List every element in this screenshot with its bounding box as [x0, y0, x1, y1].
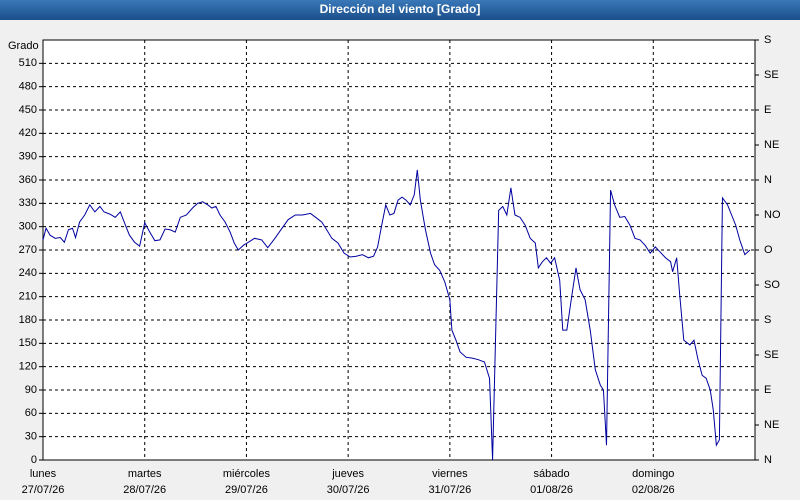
- y-tick-label: 420: [19, 127, 37, 139]
- x-tick-date: 01/08/26: [530, 484, 573, 496]
- plot-frame: [42, 39, 756, 461]
- x-tick-date: 30/07/26: [327, 484, 370, 496]
- x-tick-date: 31/07/26: [428, 484, 471, 496]
- y2-tick-label: NE: [764, 419, 779, 431]
- x-tick-label: jueves: [331, 468, 364, 480]
- y2-tick-label: E: [764, 104, 771, 116]
- y2-tick-label: S: [764, 34, 771, 46]
- y-tick-label: 120: [19, 361, 37, 373]
- y-tick-label: 300: [19, 221, 37, 233]
- x-tick-date: 02/08/26: [632, 484, 675, 496]
- y2-tick-label: E: [764, 384, 771, 396]
- y-tick-label: 450: [19, 104, 37, 116]
- y-tick-label: 270: [19, 244, 37, 256]
- x-tick-label: lunes: [30, 468, 57, 480]
- y-tick-label: 90: [25, 384, 37, 396]
- y-tick-label: 150: [19, 337, 37, 349]
- x-tick-date: 28/07/26: [123, 484, 166, 496]
- y2-tick-label: N: [764, 174, 772, 186]
- x-tick-label: miércoles: [223, 468, 271, 480]
- y2-tick-label: O: [764, 244, 773, 256]
- y-tick-label: 360: [19, 174, 37, 186]
- x-tick-date: 29/07/26: [225, 484, 268, 496]
- y2-tick-label: N: [764, 454, 772, 466]
- y-tick-label: 390: [19, 151, 37, 163]
- y-axis-label: Grado: [8, 40, 39, 52]
- y2-tick-label: SO: [764, 279, 780, 291]
- y-tick-label: 330: [19, 197, 37, 209]
- x-tick-label: viernes: [432, 468, 468, 480]
- y-tick-label: 0: [31, 454, 37, 466]
- x-tick-label: sábado: [534, 468, 570, 480]
- title-bar: [0, 0, 800, 20]
- chart-title: Dirección del viento [Grado]: [320, 2, 481, 16]
- y-tick-label: 510: [19, 57, 37, 69]
- y-tick-label: 30: [25, 431, 37, 443]
- x-tick-date: 27/07/26: [22, 484, 65, 496]
- y2-tick-label: S: [764, 314, 771, 326]
- y2-tick-label: NE: [764, 139, 779, 151]
- y-tick-label: 240: [19, 267, 37, 279]
- y-tick-label: 60: [25, 407, 37, 419]
- x-tick-label: domingo: [632, 468, 674, 480]
- y2-tick-label: NO: [764, 209, 781, 221]
- y2-tick-label: SE: [764, 349, 779, 361]
- y-tick-label: 180: [19, 314, 37, 326]
- series-line: [42, 169, 751, 461]
- y-tick-label: 210: [19, 291, 37, 303]
- y-tick-label: 480: [19, 81, 37, 93]
- y2-tick-label: SE: [764, 69, 779, 81]
- x-tick-label: martes: [128, 468, 162, 480]
